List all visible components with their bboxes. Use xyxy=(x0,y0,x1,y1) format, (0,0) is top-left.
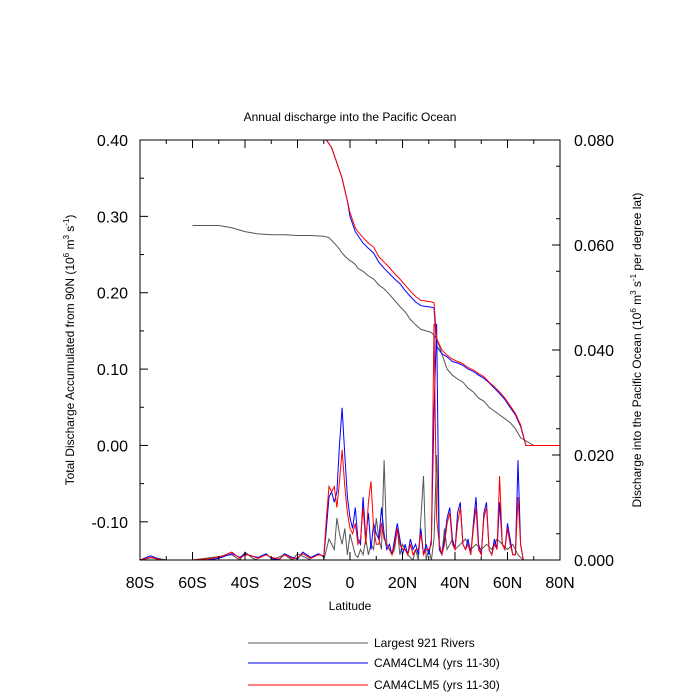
series-line-per-degree-4 xyxy=(140,323,560,560)
x-axis-label: Latitude xyxy=(329,599,372,613)
legend-label: Largest 921 Rivers xyxy=(374,636,475,650)
series-line-cumulative-2 xyxy=(325,140,560,446)
x-tick-label: 0 xyxy=(346,575,355,592)
y-right-tick-label: 0.060 xyxy=(574,238,614,255)
y-right-label-mid: m xyxy=(630,295,644,308)
y-left-tick-label: 0.20 xyxy=(97,286,128,303)
y-right-tick-label: 0.000 xyxy=(574,553,614,570)
y-left-label-mid: m xyxy=(63,240,77,253)
y-axis-right-label: Discharge into the Pacific Ocean (106 m3… xyxy=(629,193,644,508)
x-axis: 80S 60S 40S 20S 0 20N 40N 60N 80N xyxy=(126,140,575,592)
legend: Largest 921 Rivers CAM4CLM4 (yrs 11-30) CA… xyxy=(248,636,500,692)
y-axis-left: -0.10 0.00 0.10 0.20 0.30 0.40 xyxy=(92,133,148,561)
series-line-cumulative-0 xyxy=(192,225,560,446)
y-right-tick-label: 0.080 xyxy=(574,133,614,150)
x-tick-label: 20N xyxy=(388,575,417,592)
y-right-label-exp2: 3 xyxy=(629,290,638,295)
y-left-tick-label: 0.40 xyxy=(97,133,128,150)
x-tick-label: 40N xyxy=(440,575,469,592)
y-left-label-exp1: 6 xyxy=(62,252,71,257)
x-tick-label: 60S xyxy=(178,575,206,592)
x-tick-label: 80N xyxy=(545,575,574,592)
y-right-label-exp1: 6 xyxy=(629,308,638,313)
chart-title: Annual discharge into the Pacific Ocean xyxy=(244,110,457,124)
y-left-tick-label: -0.10 xyxy=(92,515,129,532)
y-left-tick-label: 0.30 xyxy=(97,209,128,226)
legend-label: CAM4CLM5 (yrs 11-30) xyxy=(374,678,500,692)
y-left-label-exp2: 3 xyxy=(62,235,71,240)
y-right-label-end: per degree lat) xyxy=(630,193,644,274)
y-axis-left-label: Total Discharge Accumulated from 90N (10… xyxy=(62,215,77,486)
y-right-label-exp3: -1 xyxy=(629,273,638,281)
y-left-label-mid2: s xyxy=(63,226,77,235)
series-line-per-degree-5 xyxy=(140,323,560,560)
y-right-label-mid2: s xyxy=(630,281,644,290)
x-tick-label: 20S xyxy=(283,575,311,592)
y-left-tick-label: 0.10 xyxy=(97,362,128,379)
y-left-tick-label: 0.00 xyxy=(97,438,128,455)
y-right-label-main: Discharge into the Pacific Ocean (10 xyxy=(630,312,644,507)
series-line-cumulative-1 xyxy=(325,140,560,446)
y-left-label-exp3: -1 xyxy=(62,218,71,226)
x-tick-label: 40S xyxy=(231,575,259,592)
y-left-label-end: ) xyxy=(63,215,77,219)
y-right-tick-label: 0.020 xyxy=(574,448,614,465)
y-right-tick-label: 0.040 xyxy=(574,343,614,360)
series-layer xyxy=(140,140,560,560)
x-tick-label: 80S xyxy=(126,575,154,592)
legend-label: CAM4CLM4 (yrs 11-30) xyxy=(374,656,500,670)
y-axis-right: 0.000 0.020 0.040 0.060 0.080 xyxy=(552,133,614,570)
x-tick-label: 60N xyxy=(493,575,522,592)
y-left-label-main: Total Discharge Accumulated from 90N (10 xyxy=(63,257,77,485)
plot-frame xyxy=(139,139,561,561)
